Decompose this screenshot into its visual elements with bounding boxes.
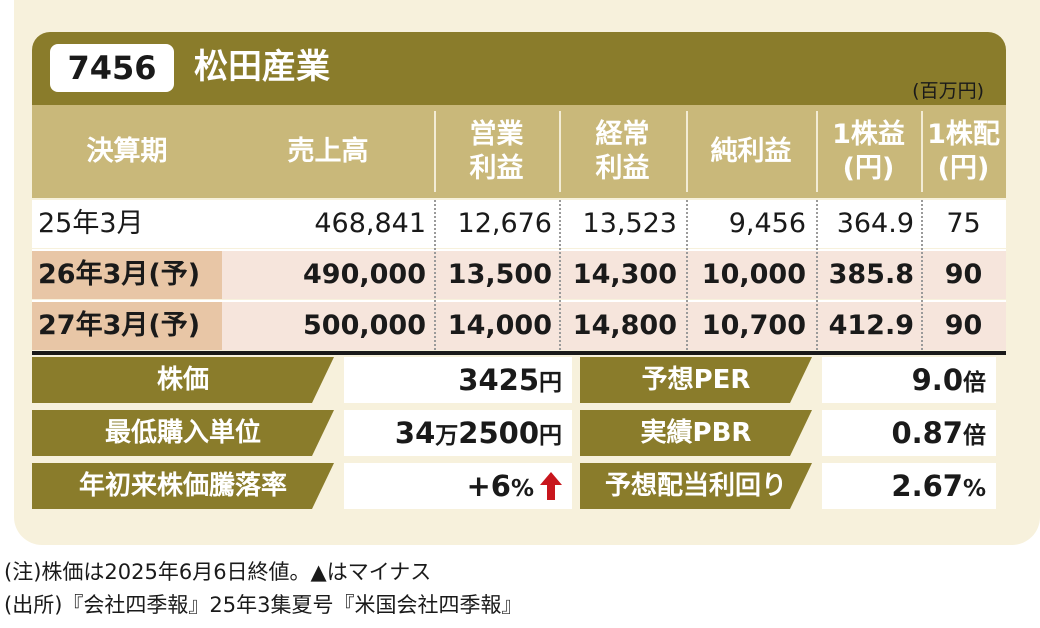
header-divider [816, 111, 818, 192]
table-row: 26年3月(予) 490,000 13,500 14,300 10,000 38… [32, 251, 1006, 299]
cell-operating-profit: 13,500 [447, 259, 552, 290]
table-row: 25年3月 468,841 12,676 13,523 9,456 364.9 … [32, 200, 1006, 248]
cell-sales: 500,000 [303, 310, 426, 341]
table-header: 決算期 売上高 営業 利益 経常 利益 純利益 1株益 (円) 1株配 (円) [32, 105, 1006, 198]
source-line: (出所)『会社四季報』25年3集夏号『米国会社四季報』 [4, 593, 523, 617]
metric-ytd-change: 年初来株価騰落率 +6% [32, 463, 572, 509]
table-row: 27年3月(予) 500,000 14,000 14,800 10,700 41… [32, 302, 1006, 350]
column-divider [559, 200, 561, 350]
note-line: (注)株価は2025年6月6日終値。▲はマイナス [4, 560, 432, 584]
metric-label: 実績PBR [580, 410, 812, 456]
metric-value: +6% [344, 463, 572, 509]
cell-dividend: 90 [944, 310, 983, 341]
column-divider [434, 200, 436, 350]
column-divider [921, 200, 923, 350]
header-divider [686, 111, 688, 192]
col-period: 決算期 [86, 135, 168, 167]
column-divider [816, 200, 818, 350]
cell-operating-profit: 14,000 [447, 310, 552, 341]
stock-code: 7456 [50, 44, 174, 92]
cell-eps: 364.9 [836, 208, 914, 239]
col-sales: 売上高 [287, 135, 369, 167]
header-divider [434, 111, 436, 192]
metric-min-purchase: 最低購入単位 34万2500円 [32, 410, 572, 456]
column-divider [686, 200, 688, 350]
cell-period: 25年3月 [38, 208, 144, 239]
card-header: 7456 松田産業 (百万円) [32, 32, 1006, 105]
unit-label: (百万円) [912, 80, 984, 102]
cell-eps: 385.8 [828, 259, 914, 290]
cell-operating-profit: 12,676 [457, 208, 552, 239]
period-highlight [32, 251, 222, 299]
row-divider [32, 249, 1006, 251]
metric-label: 最低購入単位 [32, 410, 334, 456]
metric-stock-price: 株価 3425円 [32, 357, 572, 403]
metric-value: 34万2500円 [344, 410, 572, 456]
metric-label: 予想PER [580, 357, 812, 403]
col-operating-profit: 営業 利益 [469, 118, 524, 184]
up-arrow-icon [540, 472, 562, 500]
metric-forecast-per: 予想PER 9.0倍 [580, 357, 996, 403]
metric-actual-pbr: 実績PBR 0.87倍 [580, 410, 996, 456]
cell-ordinary-profit: 14,300 [572, 259, 677, 290]
metric-value: 0.87倍 [822, 410, 996, 456]
metric-label: 年初来株価騰落率 [32, 463, 334, 509]
cell-dividend: 75 [946, 208, 981, 239]
cell-period: 27年3月(予) [38, 310, 201, 341]
metric-value: 9.0倍 [822, 357, 996, 403]
cell-sales: 490,000 [303, 259, 426, 290]
col-eps: 1株益 (円) [832, 118, 905, 184]
metric-label: 予想配当利回り [580, 463, 812, 509]
period-highlight [32, 302, 222, 350]
header-divider [921, 111, 923, 192]
cell-period: 26年3月(予) [38, 259, 201, 290]
cell-ordinary-profit: 13,523 [582, 208, 677, 239]
metric-dividend-yield: 予想配当利回り 2.67% [580, 463, 996, 509]
metric-value: 2.67% [822, 463, 996, 509]
table-bottom-rule [32, 351, 1006, 355]
cell-eps: 412.9 [828, 310, 914, 341]
cell-sales: 468,841 [314, 208, 426, 239]
company-name: 松田産業 [194, 47, 330, 87]
row-divider [32, 300, 1006, 302]
cell-net-profit: 10,700 [701, 310, 806, 341]
header-divider [559, 111, 561, 192]
col-dividend: 1株配 (円) [927, 118, 1000, 184]
footnotes: (注)株価は2025年6月6日終値。▲はマイナス (出所)『会社四季報』25年3… [4, 556, 522, 622]
cell-ordinary-profit: 14,800 [572, 310, 677, 341]
col-ordinary-profit: 経常 利益 [595, 118, 650, 184]
col-net-profit: 純利益 [710, 135, 792, 167]
cell-dividend: 90 [944, 259, 983, 290]
cell-net-profit: 9,456 [728, 208, 806, 239]
metric-label: 株価 [32, 357, 334, 403]
metric-value: 3425円 [344, 357, 572, 403]
cell-net-profit: 10,000 [701, 259, 806, 290]
